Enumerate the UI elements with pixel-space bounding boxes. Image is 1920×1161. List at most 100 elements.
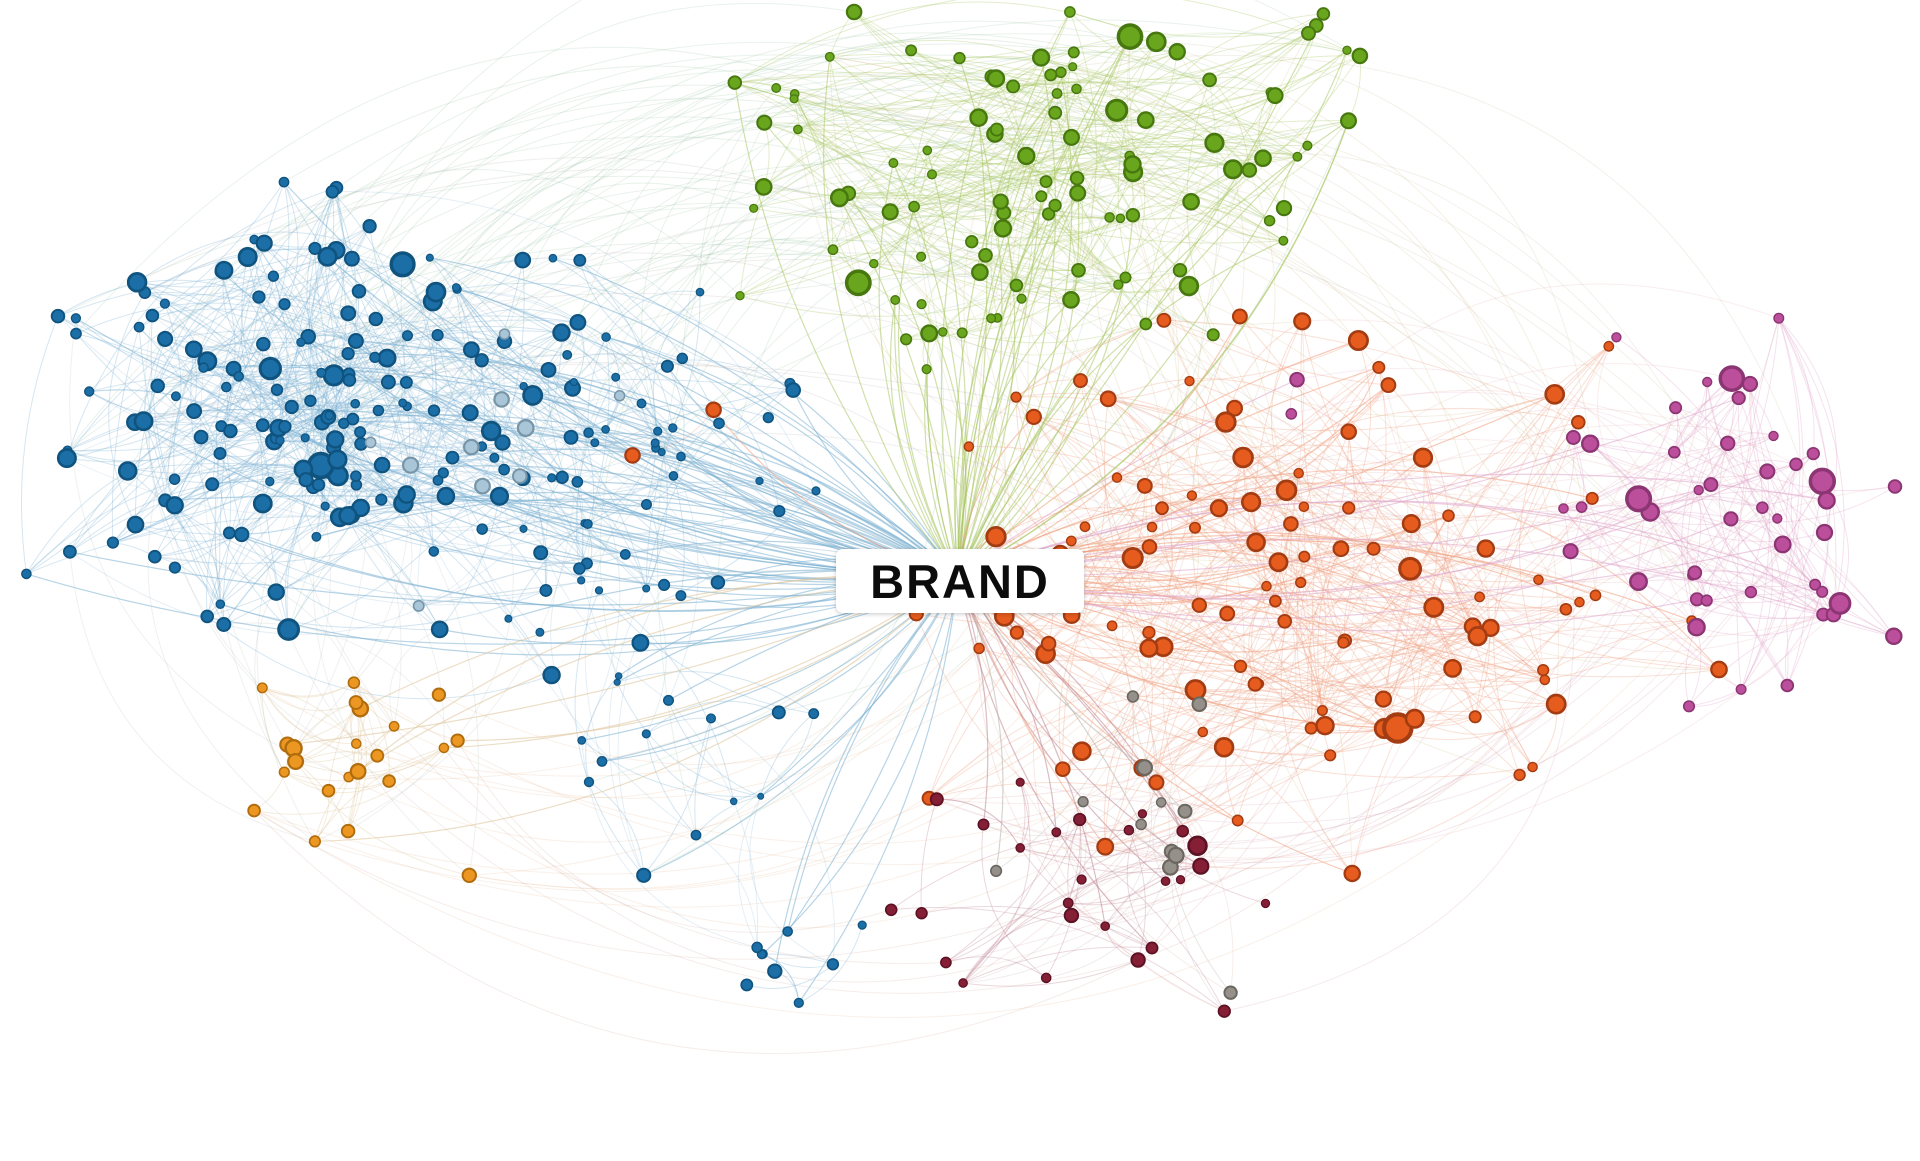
edge: [1572, 437, 1742, 690]
node-blue-core: [193, 429, 209, 445]
edge: [1696, 518, 1778, 600]
edge: [1191, 337, 1617, 530]
edge: [69, 330, 562, 553]
node-orange: [1010, 391, 1022, 403]
node-blue-core: [270, 383, 284, 396]
edge: [1348, 453, 1814, 584]
node-blue-core: [437, 467, 449, 479]
node-orange: [1142, 625, 1156, 640]
edge: [764, 88, 1077, 132]
edge: [1161, 482, 1720, 670]
edge: [212, 437, 306, 485]
edge: [1078, 55, 1361, 271]
node-green: [845, 3, 863, 21]
node-green-low: [920, 324, 939, 343]
edge: [88, 275, 274, 392]
node-light-blue: [613, 390, 626, 402]
node-green: [1069, 170, 1085, 186]
edge: [1108, 393, 1555, 432]
edge: [1688, 614, 1824, 707]
node-blue-tail: [613, 678, 621, 686]
edge: [579, 259, 791, 384]
node-blue-core: [252, 290, 266, 304]
edge: [75, 46, 1056, 334]
edge: [262, 181, 299, 345]
edge: [190, 349, 289, 630]
edge: [1239, 316, 1476, 717]
node-orange-outlier: [705, 401, 722, 419]
edge: [945, 956, 1047, 979]
layer-nodes: [21, 3, 1903, 1018]
edge: [26, 573, 959, 645]
node-blue-mid: [755, 476, 764, 486]
node-blue-bottom: [826, 958, 840, 971]
edge: [1738, 397, 1763, 508]
node-gray: [1135, 818, 1147, 831]
edge: [776, 87, 1147, 325]
edge: [1195, 33, 1353, 874]
node-orange: [1072, 741, 1092, 762]
edge: [1778, 317, 1815, 454]
edge: [763, 122, 1079, 271]
edge: [134, 421, 411, 480]
edge: [154, 422, 323, 558]
edge: [226, 386, 620, 430]
node-orange: [1240, 492, 1262, 513]
node-orange: [1232, 446, 1254, 469]
edge: [1117, 41, 1157, 325]
edge: [1062, 702, 1323, 770]
edge: [295, 747, 445, 774]
edge: [262, 643, 1049, 799]
edge: [588, 432, 959, 577]
edge: [968, 446, 1545, 690]
edge: [957, 575, 1353, 875]
node-green: [1292, 151, 1303, 162]
node-orange: [1467, 626, 1488, 647]
node-orange: [1474, 591, 1486, 603]
edge: [646, 717, 712, 735]
node-blue-core: [213, 447, 227, 460]
edge: [219, 442, 503, 493]
node-blue-core: [494, 434, 511, 451]
edge: [905, 317, 992, 340]
node-maroon: [1040, 972, 1052, 984]
edge: [89, 389, 275, 442]
node-green: [1266, 87, 1284, 105]
edge: [1681, 397, 1740, 628]
node-amber: [247, 803, 261, 818]
edge: [1317, 507, 1350, 711]
edge: [1003, 88, 1077, 213]
node-green: [1206, 328, 1220, 342]
node-pink: [1700, 594, 1713, 607]
edge: [282, 248, 395, 727]
node-blue-core: [489, 486, 510, 506]
edge: [617, 671, 814, 715]
edge: [174, 505, 225, 625]
edge: [269, 263, 403, 369]
edge: [1119, 95, 1276, 219]
edge: [1198, 604, 1385, 729]
edge: [1133, 171, 1732, 520]
node-orange: [1710, 660, 1728, 679]
edge: [1250, 283, 1779, 503]
edge: [1740, 318, 1801, 690]
edge: [739, 66, 1074, 297]
edge: [1104, 865, 1201, 927]
edge: [1169, 867, 1231, 994]
edge: [1300, 321, 1344, 643]
edge: [168, 271, 390, 782]
edge: [1156, 41, 1596, 596]
edge: [829, 39, 1147, 121]
edge: [1056, 13, 1324, 94]
edge: [978, 648, 1083, 752]
edge: [283, 181, 408, 336]
edge: [358, 290, 588, 564]
node-blue-core: [375, 493, 388, 506]
node-green: [965, 235, 979, 249]
edge: [905, 110, 1118, 340]
edge: [67, 349, 472, 452]
edge: [370, 442, 483, 487]
edge: [1104, 613, 1228, 847]
node-blue-mid: [676, 451, 686, 462]
edge: [335, 187, 388, 359]
